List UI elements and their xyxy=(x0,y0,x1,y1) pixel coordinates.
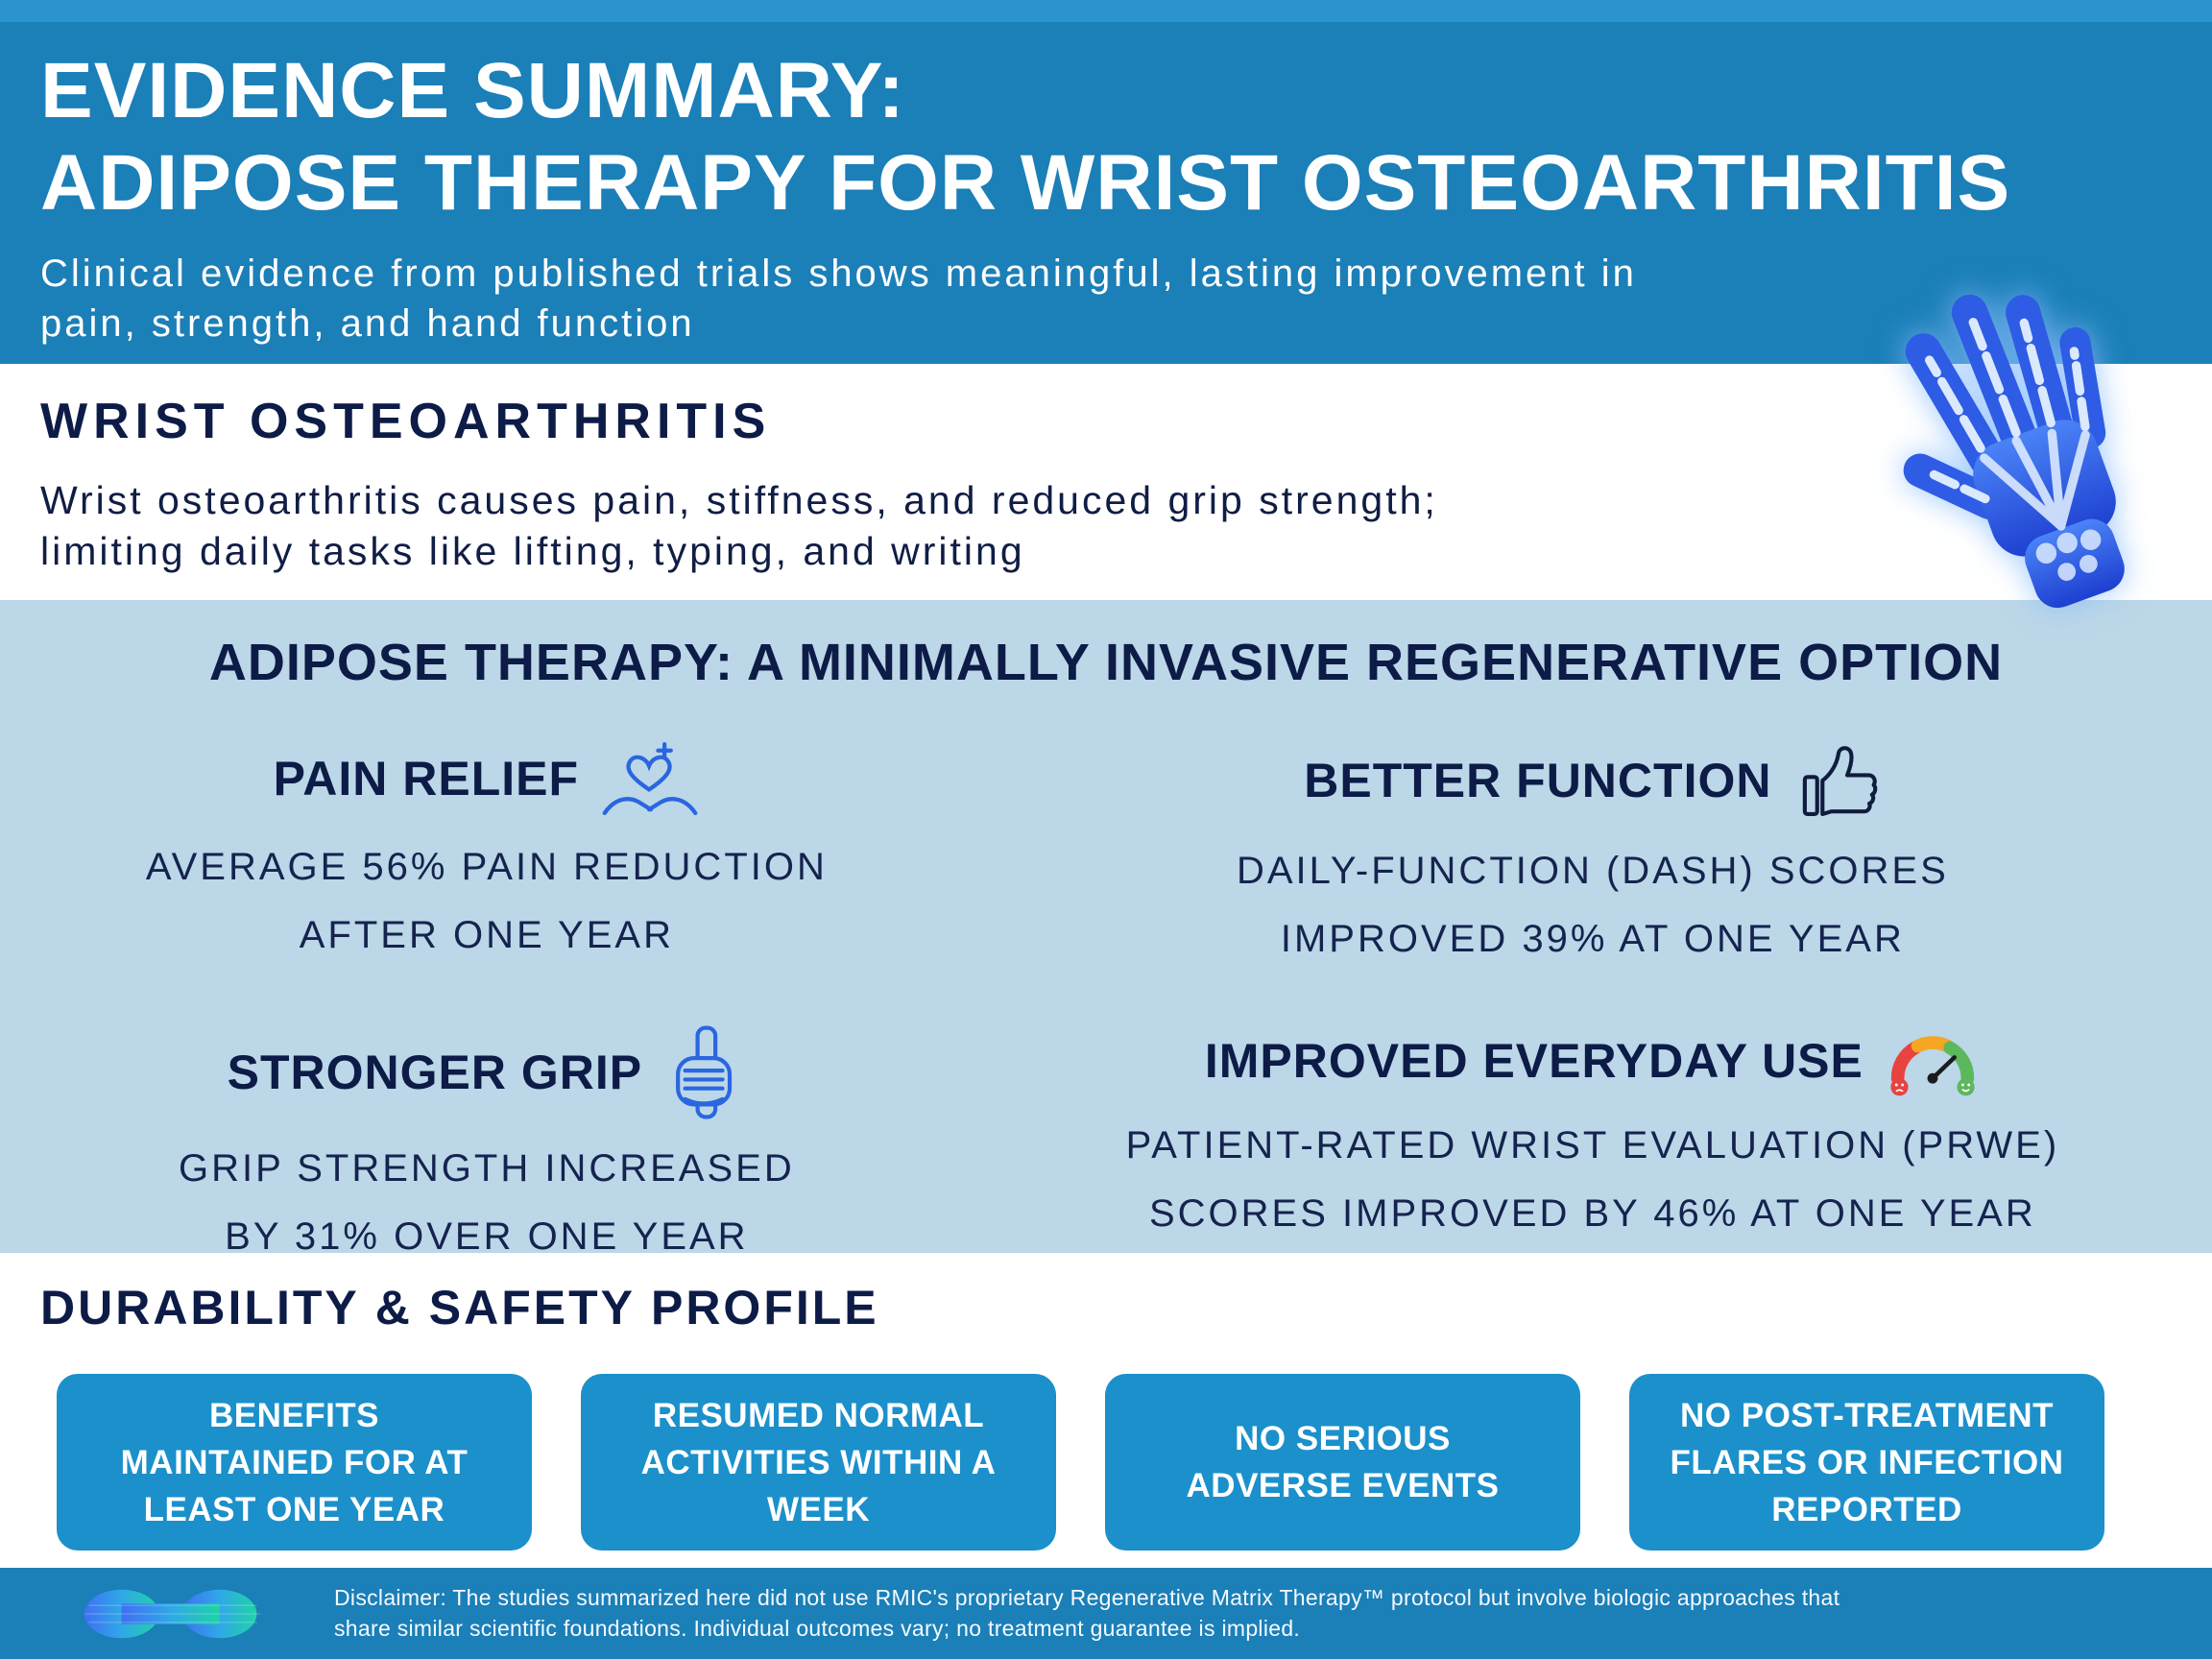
header: EVIDENCE SUMMARY: ADIPOSE THERAPY FOR WR… xyxy=(0,22,2212,364)
hand-xray-icon xyxy=(1897,267,2166,614)
stat-line: IMPROVED 39% AT ONE YEAR xyxy=(1280,918,1905,960)
condition-description: Wrist osteoarthritis causes pain, stiffn… xyxy=(40,478,1438,574)
stat-heading-row: STRONGER GRIP xyxy=(179,1022,795,1122)
durability-section: DURABILITY & SAFETY PROFILE BENEFITS MAI… xyxy=(0,1253,2212,1568)
durability-title: DURABILITY & SAFETY PROFILE xyxy=(40,1281,879,1334)
stat-line: SCORES IMPROVED BY 46% AT ONE YEAR xyxy=(1148,1192,2036,1235)
stat-line: BY 31% OVER ONE YEAR xyxy=(225,1215,749,1258)
therapy-section: ADIPOSE THERAPY: A MINIMALLY INVASIVE RE… xyxy=(0,600,2212,1258)
rmic-logo xyxy=(77,1581,269,1647)
safety-box-no-flares-infection: NO POST-TREATMENT FLARES OR INFECTION RE… xyxy=(1629,1374,2104,1551)
satisfaction-gauge-icon xyxy=(1885,1022,1981,1099)
stat-line: GRIP STRENGTH INCREASED xyxy=(179,1147,795,1190)
stat-heading-row: BETTER FUNCTION xyxy=(1237,736,1949,825)
stat-heading: PAIN RELIEF xyxy=(273,752,580,805)
top-accent-stripe xyxy=(0,0,2212,22)
stat-stronger-grip: STRONGER GRIP xyxy=(179,1022,795,1259)
condition-title: WRIST OSTEOARTHRITIS xyxy=(40,394,772,449)
safety-box-resumed-activities: RESUMED NORMAL ACTIVITIES WITHIN A WEEK xyxy=(581,1374,1056,1551)
therapy-stats-grid: PAIN RELIEF AVERAGE xyxy=(0,736,2212,1259)
stat-line: DAILY-FUNCTION (DASH) SCORES xyxy=(1236,850,1949,892)
therapy-title: ADIPOSE THERAPY: A MINIMALLY INVASIVE RE… xyxy=(208,634,2004,691)
stat-heading-row: PAIN RELIEF xyxy=(146,736,828,821)
grip-strength-icon xyxy=(663,1022,746,1122)
page-subtitle: Clinical evidence from published trials … xyxy=(40,252,1637,345)
stat-line: AVERAGE 56% PAIN REDUCTION xyxy=(145,846,828,888)
stat-pain-relief: PAIN RELIEF AVERAGE xyxy=(146,736,828,961)
disclaimer-text: Disclaimer: The studies summarized here … xyxy=(334,1584,1840,1641)
stat-heading: BETTER FUNCTION xyxy=(1304,754,1772,807)
safety-box-benefits-maintained: BENEFITS MAINTAINED FOR AT LEAST ONE YEA… xyxy=(57,1374,532,1551)
safety-box-no-adverse-events: NO SERIOUS ADVERSE EVENTS xyxy=(1105,1374,1580,1551)
stat-improved-everyday-use: IMPROVED EVERYDAY USE xyxy=(1126,1022,2060,1259)
stat-line: PATIENT-RATED WRIST EVALUATION (PRWE) xyxy=(1125,1124,2060,1166)
stat-heading-row: IMPROVED EVERYDAY USE xyxy=(1126,1022,2060,1099)
stat-better-function: BETTER FUNCTION DAILY-FUNCTION (DASH) SC… xyxy=(1237,736,1949,961)
hands-holding-medical-heart-icon xyxy=(600,736,700,821)
footer: Disclaimer: The studies summarized here … xyxy=(0,1568,2212,1659)
condition-section: WRIST OSTEOARTHRITIS Wrist osteoarthriti… xyxy=(0,364,2212,600)
thumbs-up-icon xyxy=(1792,736,1881,825)
stat-heading: STRONGER GRIP xyxy=(227,1046,643,1099)
hand-xray-svg xyxy=(1903,294,2125,609)
stat-line: AFTER ONE YEAR xyxy=(299,914,674,956)
page-title: EVIDENCE SUMMARY: ADIPOSE THERAPY FOR WR… xyxy=(40,47,2011,227)
stat-heading: IMPROVED EVERYDAY USE xyxy=(1204,1034,1863,1088)
safety-boxes: BENEFITS MAINTAINED FOR AT LEAST ONE YEA… xyxy=(57,1374,2104,1551)
